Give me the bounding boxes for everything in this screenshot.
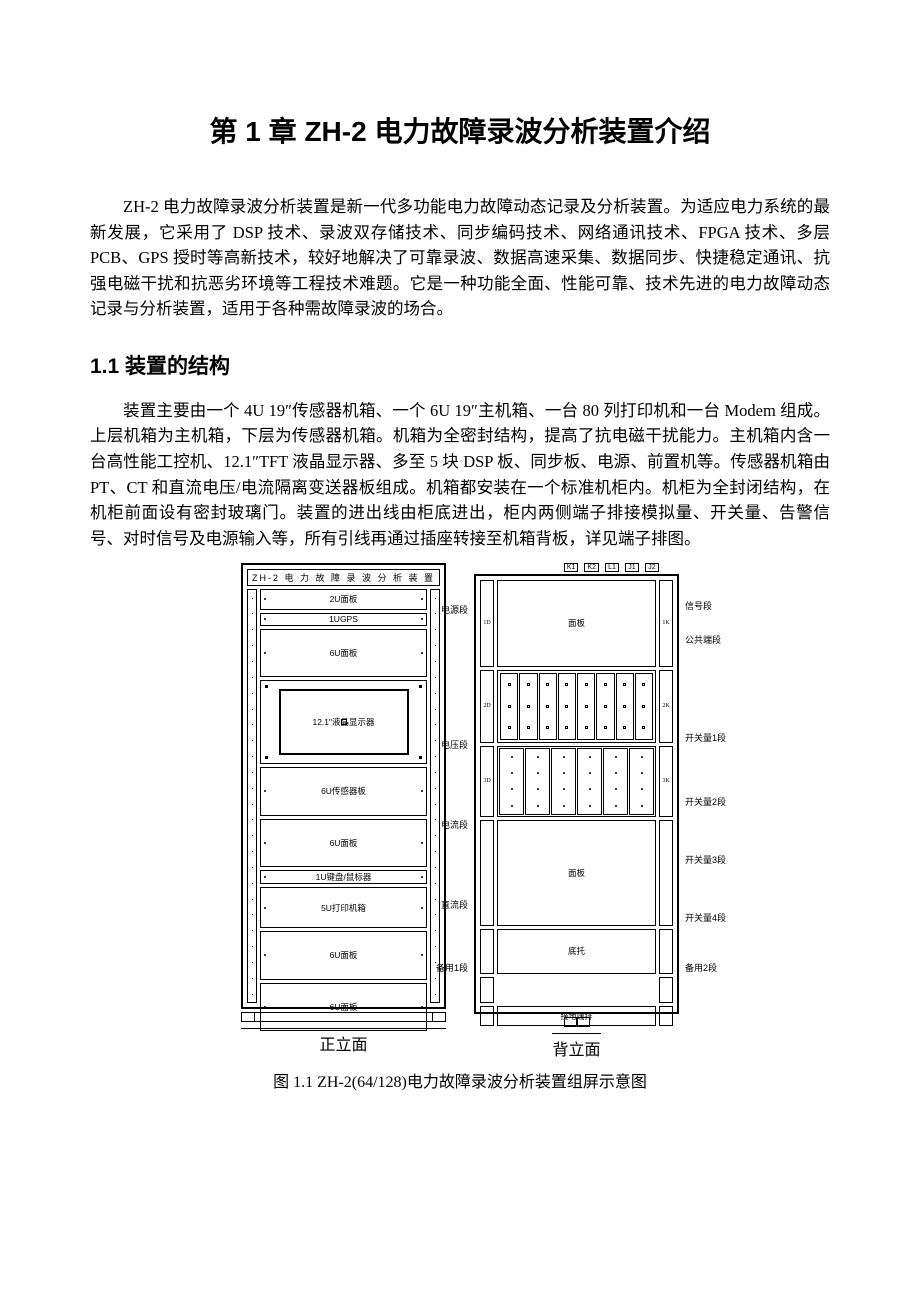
- front-panel: 2U面板: [260, 589, 427, 610]
- rear-slot: [539, 673, 557, 740]
- rear-channel-row: [497, 746, 656, 817]
- rear-left-side-label: 备用1段: [436, 961, 468, 974]
- rear-left-side-label: 电压段: [441, 738, 468, 751]
- rear-channel: [525, 748, 550, 815]
- display-screen: 12.1"液晶显示器: [279, 689, 409, 755]
- rear-terminal-left: [480, 929, 494, 973]
- front-rail-right: [430, 589, 440, 1003]
- rear-terminal-right: 1K: [659, 580, 673, 666]
- rear-base: [576, 1017, 578, 1027]
- front-cabinet: ZH-2 电 力 故 障 录 波 分 析 装 置 2U面板 1UGPS 6U面板 12…: [241, 563, 446, 1009]
- section-1-1-heading: 1.1 装置的结构: [90, 350, 830, 380]
- rear-channel: [499, 748, 524, 815]
- rear-slot: [616, 673, 634, 740]
- cabinet-title-bar: ZH-2 电 力 故 障 录 波 分 析 装 置: [247, 569, 440, 586]
- rear-connector: K2: [584, 563, 599, 572]
- front-panel: 1U键盘/鼠标器: [260, 870, 427, 884]
- rear-slot-cage: [497, 670, 656, 743]
- rear-right-side-label: 信号段: [685, 599, 712, 612]
- front-panel-stack: 2U面板1UGPS6U面板12.1"液晶显示器6U传感器板6U面板1U键盘/鼠标…: [260, 589, 427, 1003]
- rear-block-panel: 面板: [497, 580, 656, 666]
- rear-connector: J1: [625, 563, 639, 572]
- front-base: [241, 1012, 446, 1022]
- rear-left-side-label: 电流段: [441, 818, 468, 831]
- rear-slot: [635, 673, 653, 740]
- rear-cabinet: 1D面板1K2D2K3D3K面板底托接地端排: [474, 574, 679, 1014]
- rear-terminal-right: 3K: [659, 746, 673, 817]
- rear-block-panel: 底托: [497, 929, 656, 973]
- front-panel: 6U面板: [260, 629, 427, 677]
- rear-left-side-label: 电源段: [441, 603, 468, 616]
- front-panel: 5U打印机箱: [260, 887, 427, 928]
- rear-slot: [577, 673, 595, 740]
- rear-terminal-right: [659, 977, 673, 1004]
- figure-1-1-caption: 图 1.1 ZH-2(64/128)电力故障录波分析装置组屏示意图: [90, 1068, 830, 1092]
- rear-slot: [596, 673, 614, 740]
- section-1-1-paragraph: 装置主要由一个 4U 19″传感器机箱、一个 6U 19″主机箱、一台 80 列…: [90, 398, 830, 551]
- front-panel: 6U面板: [260, 931, 427, 979]
- rear-terminal-right: [659, 820, 673, 926]
- front-elevation: ZH-2 电 力 故 障 录 波 分 析 装 置 2U面板 1UGPS 6U面板 12…: [241, 563, 446, 1060]
- rear-right-side-label: 开关量2段: [685, 795, 726, 808]
- front-view-label: 正立面: [241, 1028, 446, 1055]
- rear-terminal-right: [659, 1006, 673, 1026]
- rear-terminal-right: [659, 929, 673, 973]
- front-rail-left: [247, 589, 257, 1003]
- rear-elevation: K1K2L1J1J2 1D面板1K2D2K3D3K面板底托接地端排 背立面 电源…: [474, 563, 679, 1060]
- rear-connector: K1: [564, 563, 579, 572]
- rear-right-side-label: 公共端段: [685, 633, 721, 646]
- rear-slot: [500, 673, 518, 740]
- rear-terminal-left: 2D: [480, 670, 494, 743]
- rear-block-panel: 面板: [497, 820, 656, 926]
- front-panel: 6U传感器板: [260, 767, 427, 815]
- intro-paragraph: ZH-2 电力故障录波分析装置是新一代多功能电力故障动态记录及分析装置。为适应电…: [90, 194, 830, 322]
- rear-slot: [519, 673, 537, 740]
- rear-right-side-label: 开关量4段: [685, 911, 726, 924]
- front-panel: 6U面板: [260, 983, 427, 1031]
- rear-channel: [577, 748, 602, 815]
- rear-connector: J2: [645, 563, 659, 572]
- rear-right-side-label: 备用2段: [685, 961, 717, 974]
- rear-terminal-left: [480, 977, 494, 1004]
- chapter-title: 第 1 章 ZH-2 电力故障录波分析装置介绍: [90, 110, 830, 150]
- rear-left-side-label: 直流段: [441, 898, 468, 911]
- rear-view-label: 背立面: [552, 1033, 600, 1060]
- rear-terminal-left: [480, 1006, 494, 1026]
- rear-channel: [629, 748, 654, 815]
- rear-connector: L1: [605, 563, 619, 572]
- rear-top-connectors: K1 K2 L1 J1 J2: [474, 563, 679, 572]
- rear-right-side-label: 开关量1段: [685, 731, 726, 744]
- rear-channel: [603, 748, 628, 815]
- rear-terminal-left: 1D: [480, 580, 494, 666]
- display-unit: 12.1"液晶显示器: [260, 680, 427, 764]
- rear-right-side-label: 开关量3段: [685, 853, 726, 866]
- rear-terminal-left: 3D: [480, 746, 494, 817]
- front-panel: 6U面板: [260, 819, 427, 867]
- figure-1-1: ZH-2 电 力 故 障 录 波 分 析 装 置 2U面板 1UGPS 6U面板 12…: [90, 563, 830, 1092]
- rear-channel: [551, 748, 576, 815]
- rear-terminal-left: [480, 820, 494, 926]
- rear-terminal-right: 2K: [659, 670, 673, 743]
- front-panel: 1UGPS: [260, 613, 427, 626]
- rear-slot: [558, 673, 576, 740]
